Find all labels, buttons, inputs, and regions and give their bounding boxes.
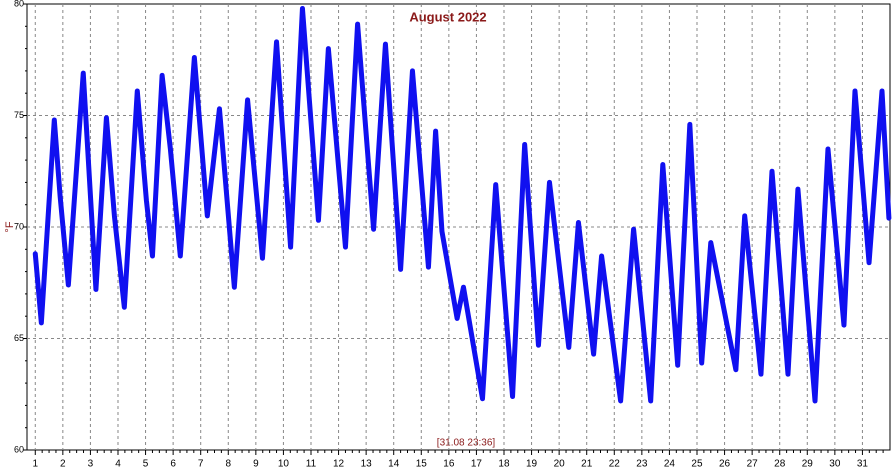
- x-tick-label: 11: [306, 459, 317, 470]
- x-tick-label: 2: [60, 459, 66, 470]
- x-tick-label: 6: [170, 459, 176, 470]
- data-line: [32, 5, 892, 404]
- x-tick-label: 13: [361, 459, 373, 470]
- x-tick-label: 27: [747, 459, 759, 470]
- x-tick-label: 3: [88, 459, 94, 470]
- x-tick-label: 14: [388, 459, 400, 470]
- x-tick-label: 30: [829, 459, 841, 470]
- x-tick-label: 28: [774, 459, 786, 470]
- x-tick-label: 9: [253, 459, 259, 470]
- annotation: [31.08 23:36]: [437, 438, 496, 449]
- y-tick-label: 70: [14, 221, 24, 231]
- x-tick-label: 26: [719, 459, 731, 470]
- x-tick-label: 4: [115, 459, 121, 470]
- y-tick-label: 75: [14, 110, 24, 120]
- x-tick-label: 31: [857, 459, 869, 470]
- x-tick-label: 12: [333, 459, 345, 470]
- x-tick-label: 25: [691, 459, 703, 470]
- x-tick-label: 22: [609, 459, 621, 470]
- y-tick-label: 65: [14, 333, 24, 343]
- y-tick-label: 60: [14, 444, 24, 454]
- x-tick-label: 7: [198, 459, 204, 470]
- x-tick-label: 16: [443, 459, 455, 470]
- x-tick-label: 19: [526, 459, 538, 470]
- x-tick-label: 5: [143, 459, 149, 470]
- x-tick-label: 23: [636, 459, 648, 470]
- x-tick-label: 10: [278, 459, 290, 470]
- x-tick-label: 15: [416, 459, 428, 470]
- x-tick-label: 1: [32, 459, 38, 470]
- x-tick-label: 24: [664, 459, 676, 470]
- y-tick-label: 80: [14, 0, 24, 8]
- x-tick-label: 8: [225, 459, 231, 470]
- chart-title: August 2022: [409, 9, 486, 24]
- y-axis-label: °F: [4, 221, 16, 232]
- x-tick-label: 29: [802, 459, 814, 470]
- x-tick-label: 21: [581, 459, 593, 470]
- x-tick-label: 17: [471, 459, 483, 470]
- x-tick-label: 18: [498, 459, 510, 470]
- x-tick-label: 20: [554, 459, 566, 470]
